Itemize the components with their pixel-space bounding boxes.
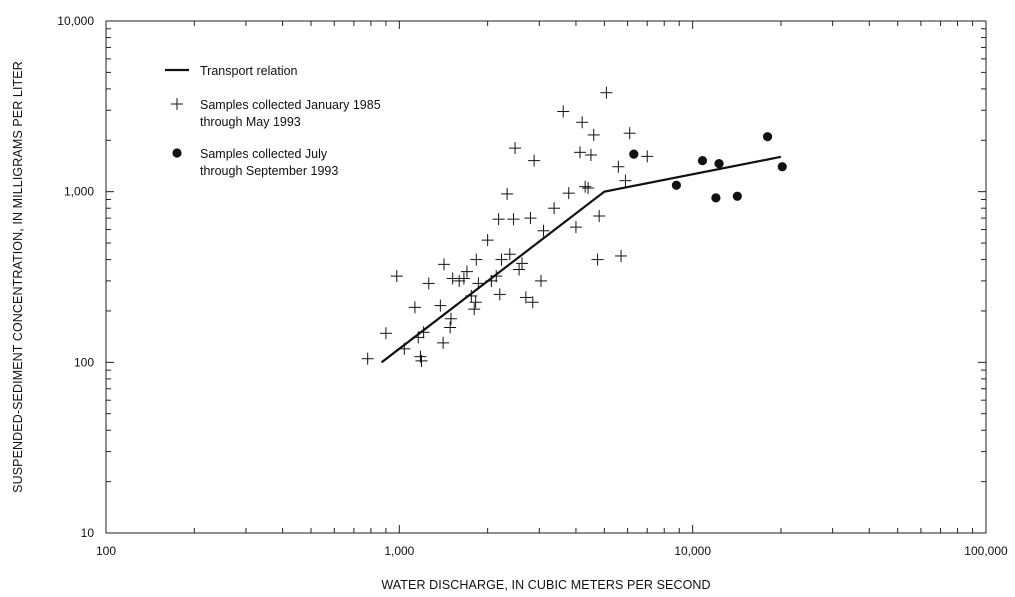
x-tick-label: 100 <box>96 544 116 558</box>
x-tick-label: 10,000 <box>674 544 711 558</box>
legend-label: Samples collected July through September … <box>200 147 338 178</box>
x-tick-label: 1,000 <box>384 544 414 558</box>
sample-plus-point <box>437 336 450 349</box>
sample-plus-point <box>537 224 550 237</box>
sample-dot-point <box>762 132 773 142</box>
x-axis-label: WATER DISCHARGE, IN CUBIC METERS PER SEC… <box>381 578 710 592</box>
sample-plus-point <box>434 299 447 312</box>
sample-plus-point <box>526 296 539 309</box>
sample-plus-point <box>453 274 466 287</box>
legend-item: Samples collected January 1985 through Ma… <box>171 98 381 129</box>
legend-dot-swatch <box>172 148 182 158</box>
sample-plus-point <box>574 146 587 159</box>
axis-ticks <box>106 21 986 533</box>
y-tick-label: 1,000 <box>64 185 94 199</box>
sample-dot-point <box>777 162 787 172</box>
y-tick-label: 10,000 <box>57 14 94 28</box>
sample-plus-point <box>446 272 459 285</box>
sample-plus-point <box>569 221 582 234</box>
sample-plus-point <box>460 265 473 278</box>
sample-plus-point <box>408 301 421 314</box>
sample-plus-point <box>390 270 403 283</box>
sample-plus-point <box>600 86 613 99</box>
sample-plus-point <box>490 270 503 283</box>
legend-label: Transport relation <box>200 64 298 78</box>
sample-plus-point <box>509 142 522 155</box>
sample-plus-point <box>641 150 654 163</box>
x-tick-label: 100,000 <box>964 544 1008 558</box>
sample-plus-point <box>516 257 529 270</box>
sample-plus-point <box>493 288 506 301</box>
sample-plus-point <box>591 253 604 266</box>
sample-plus-point <box>582 182 595 195</box>
sample-plus-point <box>623 127 636 140</box>
y-axis-label: SUSPENDED-SEDIMENT CONCENTRATION, IN MIL… <box>11 61 25 493</box>
sample-plus-point <box>398 342 411 355</box>
sample-dot-point <box>629 149 639 159</box>
sample-plus-point <box>422 277 435 290</box>
legend-label: Samples collected January 1985 through Ma… <box>200 98 381 129</box>
sample-plus-point <box>481 234 494 247</box>
sample-plus-point <box>495 253 508 266</box>
sample-plus-point <box>468 303 481 316</box>
sample-dot-point <box>711 193 721 203</box>
sample-dot-point <box>697 156 708 166</box>
sample-plus-point <box>528 154 541 167</box>
sample-plus-point <box>524 212 537 225</box>
y-tick-label: 100 <box>74 355 94 369</box>
sample-plus-point <box>470 253 483 266</box>
sample-plus-point <box>457 272 470 285</box>
legend-item: Transport relation <box>165 64 298 78</box>
sample-plus-point <box>557 105 570 118</box>
sample-plus-point <box>472 277 485 290</box>
sample-plus-point <box>507 213 520 226</box>
sample-plus-point <box>361 352 374 365</box>
sample-plus-point <box>519 291 532 304</box>
sample-plus-point <box>584 148 597 161</box>
sample-dot-point <box>671 180 681 190</box>
sample-plus-point <box>587 128 600 141</box>
sample-plus-point <box>412 331 425 344</box>
sample-plus-point <box>444 321 457 334</box>
sample-plus-point <box>415 354 428 367</box>
sample-plus-point <box>485 274 498 287</box>
sample-plus-point <box>417 326 430 339</box>
sample-plus-point <box>438 258 451 271</box>
sample-plus-point <box>379 327 392 340</box>
sample-plus-point <box>469 296 482 309</box>
sample-plus-point <box>492 213 505 226</box>
sample-plus-point <box>615 249 628 262</box>
sample-plus-point <box>548 202 561 215</box>
sample-plus-point <box>534 274 547 287</box>
transport-relation-line <box>380 155 782 364</box>
sample-dot-point <box>732 191 742 201</box>
sample-plus-point <box>576 116 589 129</box>
sample-plus-point <box>579 180 592 193</box>
sample-plus-point <box>465 289 478 302</box>
sample-plus-point <box>593 210 606 223</box>
sample-plus-point <box>501 187 514 200</box>
legend-item: Samples collected July through September … <box>172 147 338 178</box>
plot-frame <box>105 20 987 534</box>
legend: Transport relation Samples collected Janu… <box>165 64 381 178</box>
series-layer <box>361 86 787 367</box>
sample-plus-point <box>444 312 457 325</box>
y-tick-label: 10 <box>81 526 95 540</box>
sample-plus-point <box>503 248 516 261</box>
sample-dot-point <box>714 159 724 169</box>
legend-plus-swatch <box>171 98 183 110</box>
sample-plus-point <box>612 160 625 173</box>
sample-plus-point <box>562 187 575 200</box>
sample-plus-point <box>619 174 632 187</box>
sample-plus-point <box>513 263 526 276</box>
